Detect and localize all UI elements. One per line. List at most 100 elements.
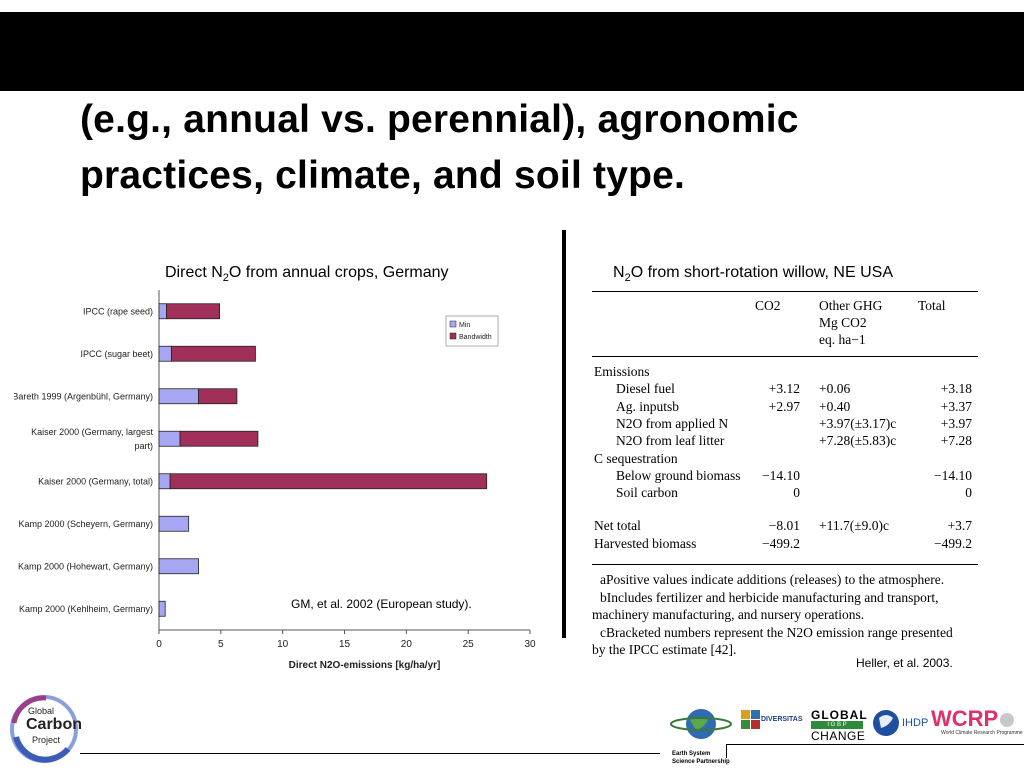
left-title-part: O from annual crops, Germany: [228, 264, 449, 281]
row-other-ghg: +11.7(±9.0)c: [819, 518, 890, 534]
ihdp-globe-icon: [873, 710, 899, 736]
row-other-ghg: +7.28(±5.83)c: [819, 433, 897, 449]
row-total: +3.7: [947, 518, 973, 534]
footnote-line: cBracketed numbers represent the N2O emi…: [600, 624, 953, 640]
category-label: Kamp 2000 (Hohewart, Germany): [18, 561, 153, 571]
category-label: Kamp 2000 (Kehlheim, Germany): [19, 604, 153, 614]
right-title-part: O from short-rotation willow, NE USA: [630, 264, 893, 281]
gcp-text-2: Carbon: [26, 716, 82, 733]
row-co2: +2.97: [768, 398, 800, 414]
bar-bandwidth: [198, 388, 238, 405]
x-tick-label: 20: [401, 639, 413, 650]
bar-min: [158, 303, 167, 320]
headline-line-2: practices, climate, and soil type.: [80, 154, 686, 197]
title-bar: [0, 12, 1024, 91]
diversitas-logo: DIVERSITAS: [741, 710, 805, 740]
row-total: −499.2: [934, 535, 972, 551]
diversitas-text: DIVERSITAS: [761, 716, 803, 723]
slide-headline: (e.g., annual vs. perennial), agronomic …: [80, 92, 980, 204]
gcp-text-1: Global: [28, 706, 55, 716]
row-total: 0: [965, 485, 972, 501]
igbp-text-3: CHANGE: [811, 729, 866, 743]
x-tick-label: 5: [218, 639, 224, 650]
row-label: Net total: [594, 518, 641, 534]
legend-label: Bandwidth: [459, 334, 492, 341]
category-label: IPCC (sugar beet): [80, 349, 153, 359]
row-co2: −8.01: [768, 518, 800, 534]
row-label: Soil carbon: [616, 485, 678, 501]
wcrp-subtext: World Climate Research Programme: [941, 730, 1023, 736]
row-total: +3.37: [940, 398, 972, 414]
footnote-line: by the IPCC estimate [42].: [592, 642, 737, 657]
bar-min: [158, 515, 190, 532]
row-label: C sequestration: [594, 450, 678, 466]
bar-bandwidth: [179, 430, 259, 447]
row-label: Ag. inputsb: [616, 398, 680, 414]
header-eq-ha: eq. ha−1: [819, 332, 866, 347]
row-label: Below ground biomass: [616, 467, 741, 483]
row-label: Diesel fuel: [616, 381, 675, 397]
left-credit: GM, et al. 2002 (European study).: [291, 597, 472, 611]
row-co2: 0: [793, 485, 800, 501]
legend-box: [445, 315, 499, 347]
row-other-ghg: +0.40: [819, 398, 851, 414]
x-tick-label: 0: [156, 639, 162, 650]
footnote-line: bIncludes fertilizer and herbicide manuf…: [600, 589, 939, 605]
footer-rule-tick: [726, 744, 727, 758]
global-carbon-project-logo: Global Carbon Project: [6, 693, 84, 765]
bar-min: [158, 558, 199, 575]
igbp-text-1: GLOBAL: [811, 708, 868, 722]
category-label: Kaiser 2000 (Germany, largest: [31, 427, 153, 437]
header-co2: CO2: [755, 298, 781, 313]
row-co2: +3.12: [768, 381, 800, 397]
bar-bandwidth: [169, 473, 488, 490]
ihdp-text: IHDP: [902, 717, 929, 729]
igbp-logo: GLOBAL I G B P CHANGE: [809, 708, 868, 743]
wcrp-logo: WCRP World Climate Research Programme: [931, 706, 1023, 740]
row-total: +3.18: [940, 381, 972, 397]
essp-logo: Earth System Science Partnership: [668, 704, 734, 768]
header-total: Total: [918, 298, 946, 313]
legend-swatch: [449, 332, 457, 340]
bar-min: [158, 430, 181, 447]
row-total: −14.10: [934, 467, 972, 483]
footer-rule-right: [726, 744, 1024, 745]
row-total: +3.97: [940, 415, 972, 431]
igbp-text-2: I G B P: [811, 721, 863, 729]
footer-rule: [80, 753, 660, 754]
row-co2: −14.10: [762, 467, 800, 483]
footnote-line: aPositive values indicate additions (rel…: [600, 572, 945, 587]
row-total: +7.28: [940, 433, 972, 449]
left-title-sub: 2: [222, 272, 229, 285]
ihdp-logo: IHDP: [871, 708, 929, 740]
footnote-line: machinery manufacturing, and nursery ope…: [592, 607, 865, 622]
x-axis-label: Direct N2O-emissions [kg/ha/yr]: [289, 660, 441, 671]
row-label: N2O from leaf litter: [616, 433, 725, 449]
right-title-part: N: [613, 264, 625, 281]
table-rule-bottom: [592, 564, 978, 565]
category-label: part): [134, 441, 153, 451]
gcp-text-3: Project: [32, 735, 61, 745]
row-label: Emissions: [594, 364, 650, 379]
earth-globe-icon: [670, 709, 732, 739]
right-title-sub: 2: [624, 272, 631, 285]
row-label: N2O from applied N: [616, 415, 729, 431]
header-mg-co2: Mg CO2: [819, 315, 867, 330]
vertical-divider: [562, 230, 566, 638]
essp-text-1: Earth System: [672, 751, 711, 757]
bar-min: [158, 600, 166, 617]
gcp-swirl-icon: [10, 695, 78, 763]
n2o-bar-chart: IPCC (rape seed) IPCC (sugar beet) Bareth …: [14, 290, 536, 671]
table-rule-top: [592, 291, 978, 292]
left-chart-title: Direct N2O from annual crops, Germany: [165, 264, 449, 284]
category-label: Bareth 1999 (Argenbühl, Germany): [14, 391, 153, 401]
bar-bandwidth: [170, 345, 256, 362]
row-label: Harvested biomass: [594, 535, 697, 551]
bar-bandwidth: [166, 303, 220, 320]
category-label: Kamp 2000 (Scheyern, Germany): [18, 519, 153, 529]
legend-label: Min: [459, 322, 470, 329]
row-other-ghg: +3.97(±3.17)c: [819, 415, 897, 431]
bar-min: [158, 345, 172, 362]
legend-swatch: [449, 320, 457, 328]
left-title-part: Direct N: [165, 264, 223, 281]
